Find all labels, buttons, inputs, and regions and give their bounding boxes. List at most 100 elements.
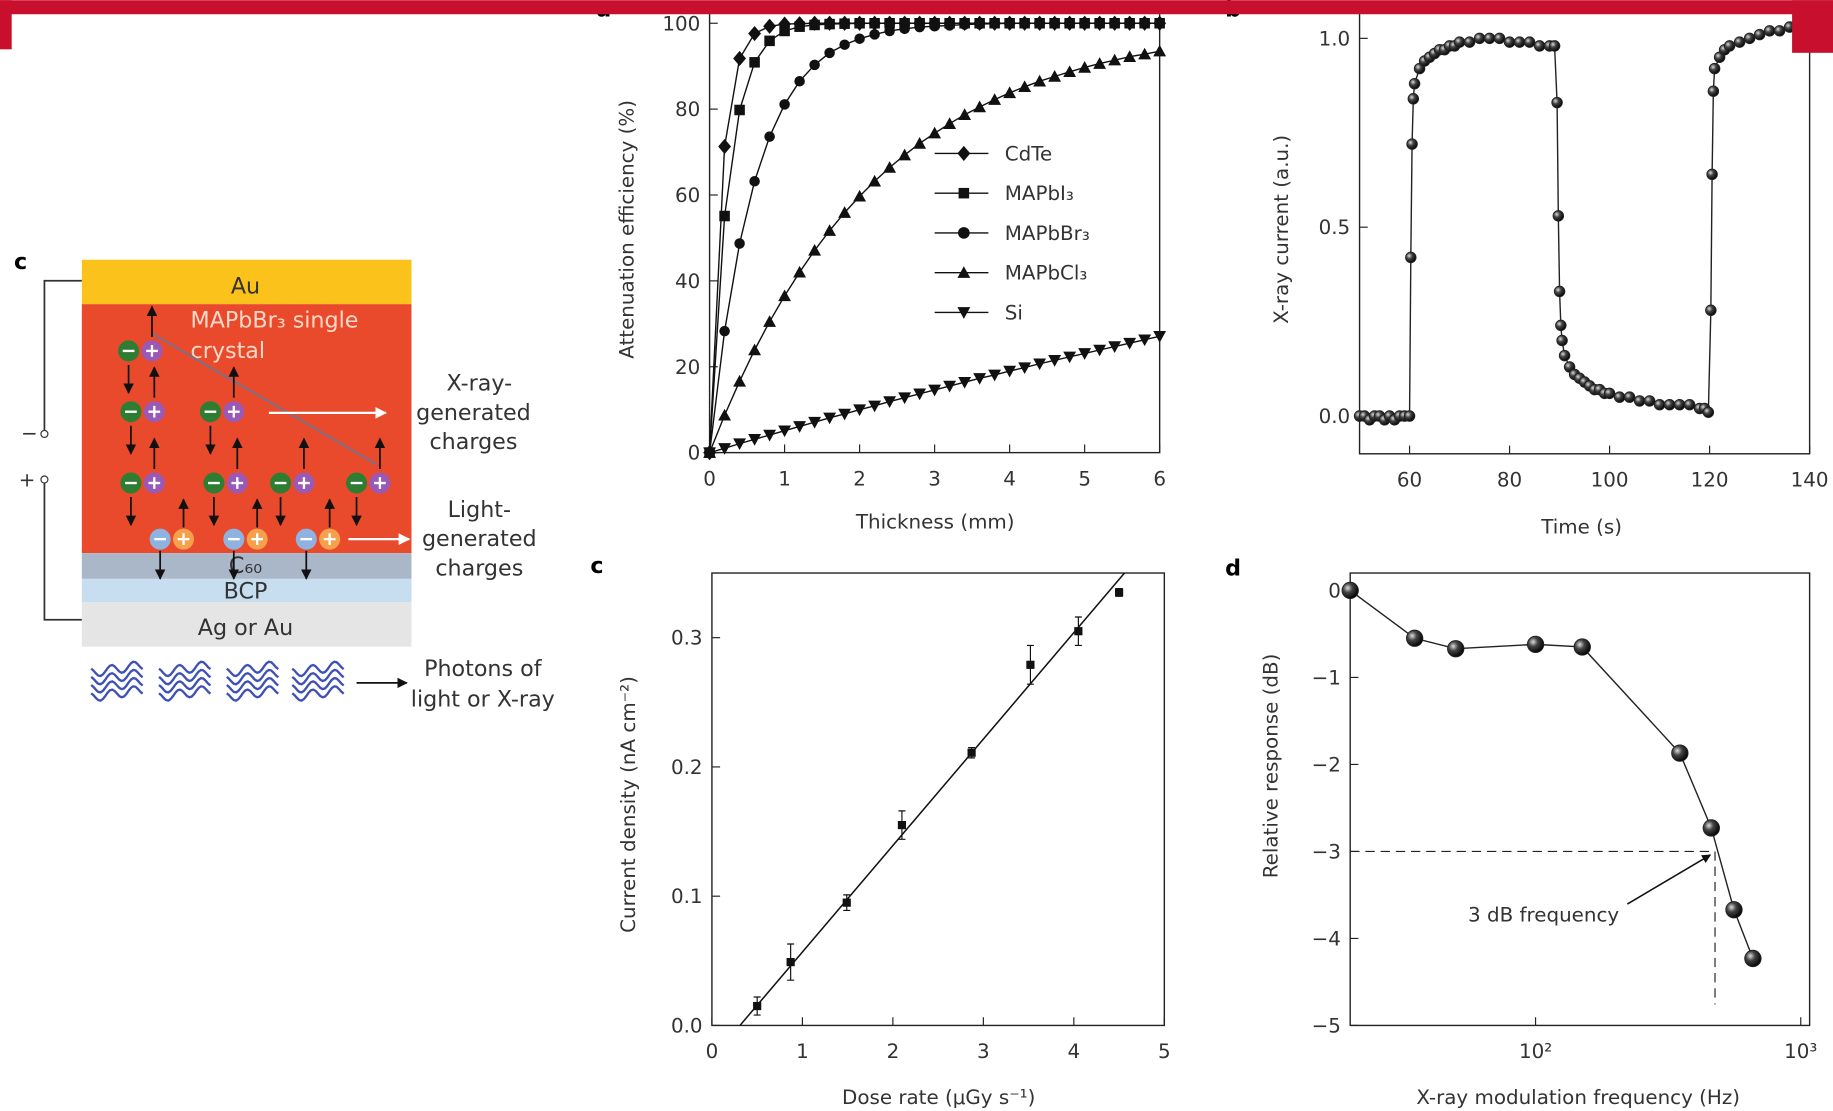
y-axis-label: Current density (nA cm⁻²): [617, 676, 640, 933]
marker: [1109, 17, 1120, 29]
marker: [1406, 629, 1424, 647]
y-tick-label: 0.3: [671, 627, 703, 650]
marker: [1463, 36, 1476, 48]
marker: [1723, 40, 1736, 52]
marker: [1705, 304, 1717, 317]
marker: [943, 380, 957, 393]
y-tick-label: 0: [1328, 579, 1341, 602]
marker: [1556, 334, 1568, 347]
marker: [718, 408, 732, 421]
marker: [1078, 61, 1092, 73]
marker: [1503, 36, 1516, 48]
marker: [1552, 210, 1565, 222]
y-tick-label: 0: [688, 442, 701, 465]
photon: [226, 676, 279, 694]
c60-layer: [81, 553, 412, 579]
marker: [1551, 96, 1563, 109]
marker: [1108, 341, 1122, 353]
marker: [869, 17, 880, 29]
marker: [974, 18, 985, 30]
y-tick-label: 100: [662, 12, 700, 35]
y-tick-label: 0.2: [671, 756, 703, 779]
marker: [899, 23, 910, 35]
marker: [839, 18, 850, 29]
marker: [1702, 819, 1720, 837]
y-tick-label: 60: [675, 184, 700, 207]
marker: [1725, 901, 1743, 919]
legend-label: Si: [1005, 301, 1023, 324]
marker: [1154, 17, 1165, 29]
series-line: [1359, 22, 1810, 421]
marker: [958, 376, 972, 389]
marker: [944, 20, 955, 31]
marker: [1473, 32, 1486, 45]
annotation: light or X-ray: [411, 686, 555, 712]
marker: [1093, 344, 1107, 357]
marker: [957, 266, 971, 278]
marker: [973, 100, 987, 113]
marker: [854, 17, 865, 29]
y-tick-label: −1: [1312, 666, 1341, 689]
marker: [1753, 28, 1766, 41]
marker: [1708, 62, 1721, 75]
marker: [928, 384, 942, 397]
x-tick-label: 4: [1003, 467, 1016, 490]
marker: [842, 898, 851, 907]
marker: [734, 104, 745, 116]
marker: [838, 206, 852, 218]
marker: [779, 99, 790, 110]
fit-line: [739, 572, 1126, 1026]
marker: [1063, 65, 1077, 78]
marker: [793, 421, 807, 433]
legend-label: CdTe: [1005, 142, 1052, 165]
marker: [883, 396, 897, 408]
marker: [733, 50, 747, 67]
annotation: Light-: [448, 497, 511, 523]
marker: [763, 315, 777, 327]
terminal-label: −: [21, 422, 38, 445]
marker: [763, 18, 777, 34]
marker: [929, 20, 940, 32]
x-tick-label: 2: [853, 467, 866, 490]
marker: [1671, 744, 1689, 762]
marker: [734, 238, 745, 249]
marker: [1406, 138, 1418, 150]
marker: [1623, 391, 1636, 403]
marker: [1018, 80, 1032, 93]
layer-label: Ag or Au: [198, 615, 293, 641]
marker: [809, 59, 820, 71]
marker: [763, 429, 777, 442]
marker: [1153, 44, 1167, 57]
y-tick-label: 0.0: [1319, 405, 1351, 428]
marker: [1405, 251, 1417, 264]
marker: [1403, 410, 1416, 422]
marker: [793, 265, 807, 278]
marker: [748, 343, 762, 356]
legend-label: MAPbCl₃: [1005, 262, 1088, 285]
marker: [1139, 17, 1150, 29]
charts: a0123456020406080100Thickness (mm)Attenu…: [590, 0, 1828, 1109]
marker: [1408, 77, 1421, 90]
photon: [90, 676, 144, 694]
marker: [988, 369, 1002, 382]
plot-frame: [1349, 572, 1811, 1027]
marker: [1108, 53, 1122, 66]
marker: [1124, 17, 1135, 29]
marker: [1093, 57, 1107, 69]
marker: [913, 137, 927, 149]
marker: [1123, 337, 1137, 350]
photon: [291, 668, 345, 686]
x-tick-label: 3: [977, 1040, 990, 1063]
circuit-wire: [43, 279, 82, 621]
marker: [794, 75, 805, 87]
marker: [733, 374, 747, 387]
x-tick-label: 2: [887, 1040, 900, 1063]
marker: [1026, 660, 1035, 669]
marker: [764, 131, 775, 142]
marker: [1003, 86, 1017, 99]
terminal: [40, 429, 49, 439]
x-tick-label: 6: [1153, 467, 1166, 490]
marker: [914, 21, 925, 33]
annotation: 3 dB frequency: [1468, 904, 1619, 927]
